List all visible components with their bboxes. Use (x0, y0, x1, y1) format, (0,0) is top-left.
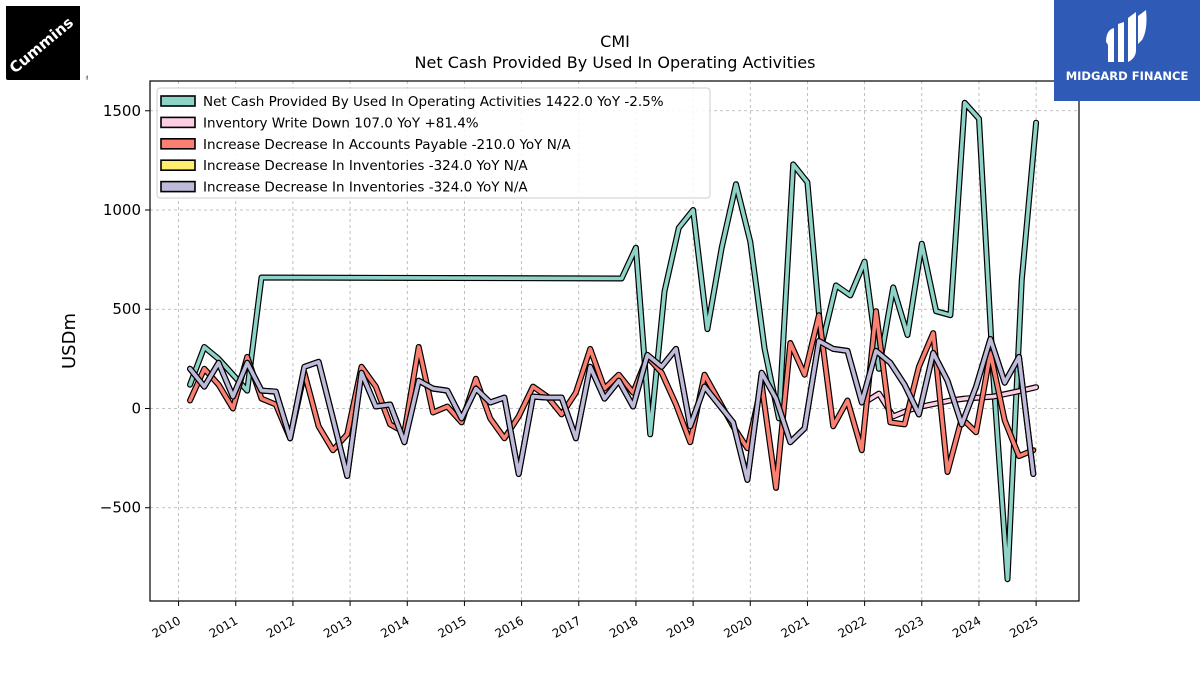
x-tick-label: 2011 (207, 613, 240, 640)
y-tick-label: 0 (131, 399, 141, 417)
series-layer (187, 99, 1040, 583)
plot-frame (149, 80, 1080, 602)
x-tick-label: 2025 (1007, 613, 1040, 640)
x-tick-label: 2018 (607, 613, 640, 640)
legend-swatch (160, 95, 196, 107)
x-tick-label: 2021 (778, 613, 811, 640)
y-tick-label: 500 (112, 300, 141, 318)
x-tick-label: 2024 (950, 613, 983, 640)
x-tick-label: 2010 (150, 613, 183, 640)
y-axis-label: USDm (59, 313, 80, 369)
midgard-logo-text: MIDGARD FINANCE (1066, 69, 1189, 83)
legend-box (156, 87, 711, 199)
x-tick-label: 2019 (664, 613, 697, 640)
y-tick-label: −500 (100, 499, 141, 517)
legend-label: Increase Decrease In Accounts Payable -2… (203, 137, 571, 153)
cummins-logo: Cummins ® (6, 6, 88, 82)
x-tick-label: 2020 (721, 613, 754, 640)
x-tick-label: 2016 (493, 613, 526, 640)
series-line-stroke (188, 101, 1038, 582)
x-tick-label: 2015 (435, 613, 468, 640)
legend-label: Inventory Write Down 107.0 YoY +81.4% (203, 115, 479, 131)
x-tick-label: 2022 (836, 613, 869, 640)
legend-swatch (160, 138, 196, 150)
legend-label: Net Cash Provided By Used In Operating A… (203, 94, 664, 110)
x-tick-label: 2014 (378, 613, 411, 640)
x-tick-label: 2013 (321, 613, 354, 640)
series-line (187, 99, 1040, 583)
chart-title: Net Cash Provided By Used In Operating A… (415, 53, 816, 72)
y-tick-label: 1000 (103, 201, 141, 219)
legend-swatch (160, 180, 196, 193)
legend: Net Cash Provided By Used In Operating A… (156, 87, 711, 199)
x-tick-label: 2023 (893, 613, 926, 640)
midgard-emblem-icon (1106, 10, 1147, 62)
chart-ticker: CMI (600, 32, 630, 51)
x-tick-label: 2017 (550, 613, 583, 640)
series-line-stroke (188, 309, 1036, 490)
x-tick-label: 2012 (264, 613, 297, 640)
legend-label: Increase Decrease In Inventories -324.0 … (203, 180, 528, 196)
series-line (861, 384, 1040, 420)
series-line-stroke (188, 337, 1036, 482)
legend-swatch (160, 116, 196, 129)
legend-label: Increase Decrease In Inventories -324.0 … (203, 158, 528, 174)
y-tick-label: 1500 (103, 102, 141, 120)
midgard-finance-logo: MIDGARD FINANCE (1054, 0, 1200, 101)
series-line-stroke (862, 385, 1038, 419)
legend-swatch (160, 159, 196, 171)
series-line (187, 336, 1037, 483)
svg-text:®: ® (85, 75, 88, 82)
series-line (187, 308, 1037, 491)
